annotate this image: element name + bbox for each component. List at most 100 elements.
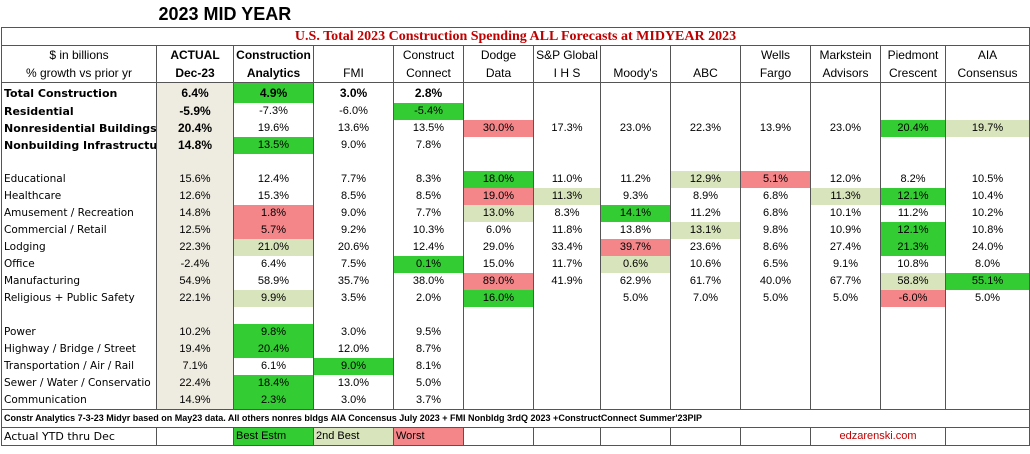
data-row: Religious + Public Safety 22.1% 9.9% 3.5% 2.… [1, 290, 1030, 307]
value-cell [944, 341, 1030, 358]
value-cell: 2.8% [393, 82, 464, 103]
value-cell: 8.6% [740, 239, 811, 256]
spacer-cell [393, 154, 464, 171]
data-row: Commercial / Retail 12.5% 5.7% 9.2% 10.3% 6.0… [1, 222, 1030, 239]
value-cell: 9.5% [393, 324, 464, 341]
value-cell: 22.3% [156, 239, 234, 256]
value-cell: 7.8% [393, 137, 464, 154]
value-cell: 9.3% [600, 188, 671, 205]
data-row: Highway / Bridge / Street 19.4% 20.4% 12.0%… [1, 341, 1030, 358]
header-cell: Data [463, 64, 534, 83]
value-cell [533, 82, 601, 103]
footer-label: Actual YTD thru Dec [1, 427, 157, 446]
value-cell: 11.7% [533, 256, 601, 273]
value-cell: 18.4% [233, 375, 314, 392]
value-cell: 0.1% [393, 256, 464, 273]
legend-item: 2nd Best [313, 427, 394, 446]
header-cell: % growth vs prior yr [1, 64, 157, 83]
value-cell [600, 375, 671, 392]
value-cell: 12.0% [810, 171, 881, 188]
value-cell [740, 375, 811, 392]
value-cell: 22.4% [156, 375, 234, 392]
data-row: Lodging 22.3% 21.0% 20.6% 12.4% 29.0% 33.4% 39.… [1, 239, 1030, 256]
value-cell: 54.9% [156, 273, 234, 290]
value-cell [463, 82, 534, 103]
value-cell [810, 392, 881, 410]
value-cell: 10.9% [810, 222, 881, 239]
value-cell: 9.8% [233, 324, 314, 341]
row-label: Commercial / Retail [1, 222, 157, 239]
value-cell: 2.3% [233, 392, 314, 410]
value-cell: 7.1% [156, 358, 234, 375]
spacer-cell [670, 427, 741, 446]
value-cell: 19.7% [944, 120, 1030, 137]
value-cell: 17.3% [533, 120, 601, 137]
value-cell: -5.4% [393, 103, 464, 120]
value-cell: 9.9% [233, 290, 314, 307]
value-cell: 20.4% [233, 341, 314, 358]
value-cell [880, 324, 946, 341]
header-cell: Dodge [463, 45, 534, 64]
value-cell [810, 341, 881, 358]
row-label: Nonresidential Buildings [1, 120, 157, 137]
row-label: Office [1, 256, 157, 273]
spacer-cell [156, 427, 234, 446]
value-cell [740, 103, 811, 120]
row-label: Manufacturing [1, 273, 157, 290]
value-cell: 5.0% [810, 290, 881, 307]
value-cell: 13.1% [670, 222, 741, 239]
value-cell: 7.7% [393, 205, 464, 222]
value-cell: 5.0% [944, 290, 1030, 307]
value-cell [810, 358, 881, 375]
header-cell: Crescent [880, 64, 946, 83]
value-cell [944, 375, 1030, 392]
value-cell: 13.0% [313, 375, 394, 392]
value-cell: 10.6% [670, 256, 741, 273]
value-cell: 12.4% [233, 171, 314, 188]
value-cell: 15.6% [156, 171, 234, 188]
value-cell: 12.4% [393, 239, 464, 256]
value-cell: 12.5% [156, 222, 234, 239]
value-cell: 12.1% [880, 188, 946, 205]
spacer-cell [740, 307, 811, 324]
spacer-cell [233, 154, 314, 171]
value-cell [600, 358, 671, 375]
header-cell: Fargo [740, 64, 811, 83]
value-cell: 23.0% [810, 120, 881, 137]
spacer-cell [880, 307, 946, 324]
value-cell [600, 103, 671, 120]
value-cell: 8.5% [313, 188, 394, 205]
credit: edzarenski.com [810, 427, 946, 446]
value-cell: -2.4% [156, 256, 234, 273]
value-cell: 7.5% [313, 256, 394, 273]
value-cell: 58.8% [880, 273, 946, 290]
row-label: Total Construction [1, 82, 157, 103]
value-cell: 10.8% [880, 256, 946, 273]
value-cell: 19.6% [233, 120, 314, 137]
value-cell [670, 375, 741, 392]
value-cell: 30.0% [463, 120, 534, 137]
subtitle: U.S. Total 2023 Construction Spending AL… [0, 27, 1030, 46]
spacer-cell [533, 307, 601, 324]
value-cell [740, 82, 811, 103]
data-row: Educational 15.6% 12.4% 7.7% 8.3% 18.0% 11.0% 1… [1, 171, 1030, 188]
value-cell [944, 358, 1030, 375]
value-cell [810, 137, 881, 154]
value-cell [463, 103, 534, 120]
spacer-cell [944, 427, 1030, 446]
spacer-cell [740, 427, 811, 446]
value-cell [463, 375, 534, 392]
spacer-cell [463, 154, 534, 171]
value-cell: 6.4% [156, 82, 234, 103]
spacer-cell [944, 307, 1030, 324]
value-cell: 8.3% [393, 171, 464, 188]
value-cell: 6.5% [740, 256, 811, 273]
spacer-cell [670, 154, 741, 171]
value-cell: 12.9% [670, 171, 741, 188]
value-cell: 35.7% [313, 273, 394, 290]
value-cell: 8.3% [533, 205, 601, 222]
legend-item: Best Estm [233, 427, 314, 446]
value-cell [463, 137, 534, 154]
spacer-cell [156, 154, 234, 171]
spacer-cell [1, 307, 157, 324]
